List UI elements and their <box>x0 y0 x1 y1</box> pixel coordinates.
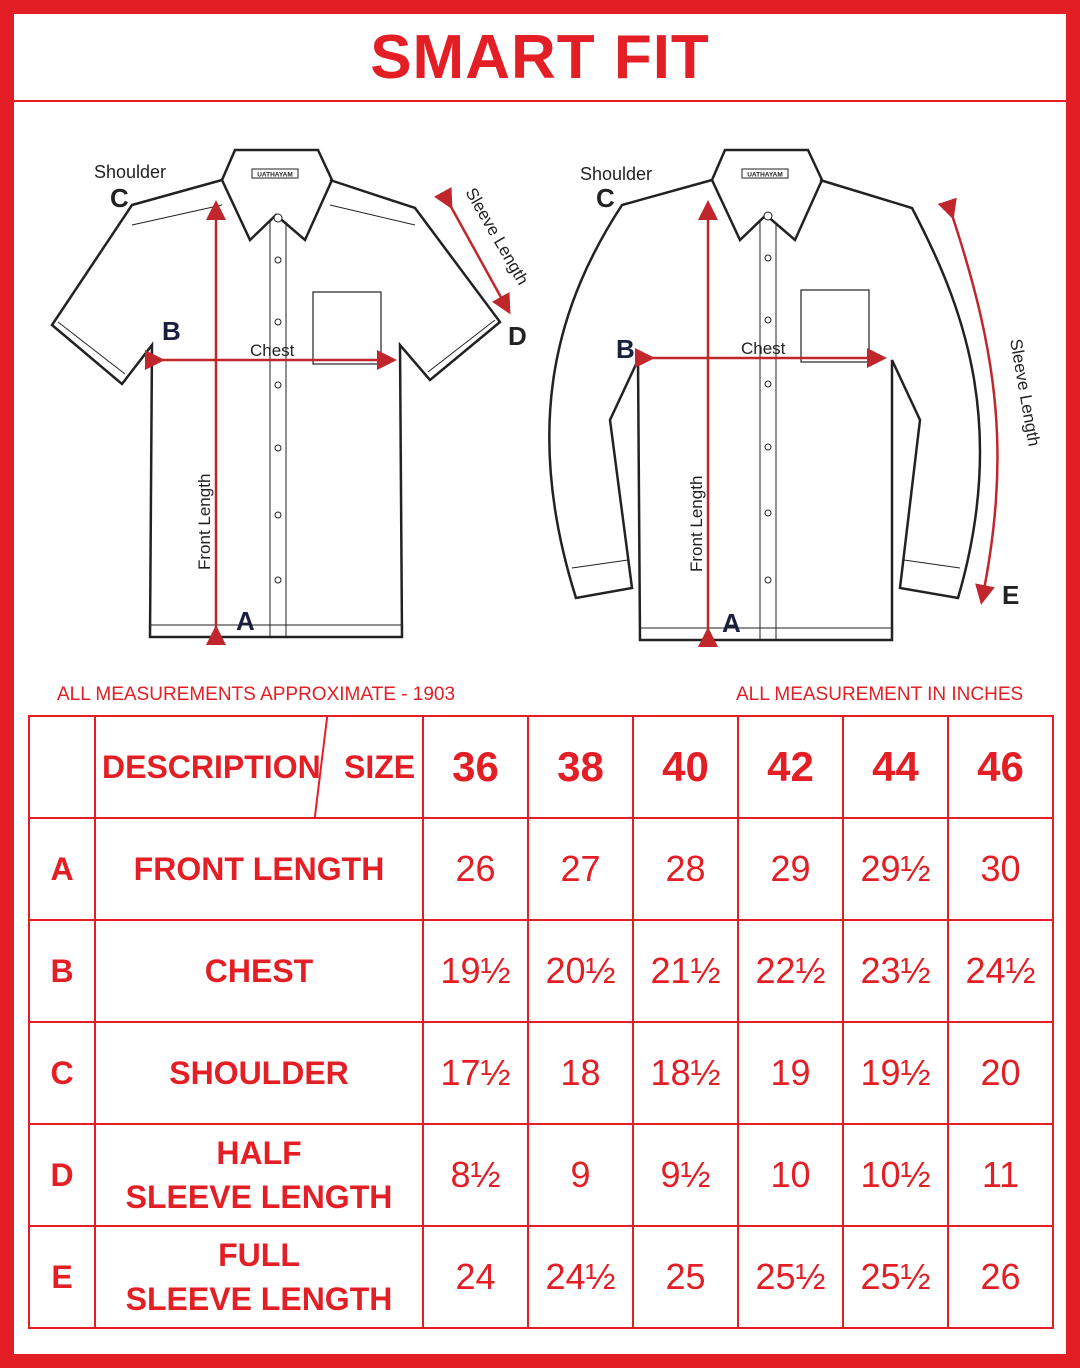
measurement-cell: 21½ <box>632 919 739 1023</box>
row-letter: D <box>28 1123 96 1227</box>
measurement-cell: 8½ <box>422 1123 529 1227</box>
measurement-cell: 27 <box>527 817 634 921</box>
size-table: DESCRIPTION SIZE 36 38 40 42 44 46 A FRON… <box>28 715 1054 1329</box>
measurement-cell: 11 <box>947 1123 1054 1227</box>
row-description: FRONT LENGTH <box>94 817 424 921</box>
size-header-cell: 46 <box>947 715 1054 819</box>
label-front-length: Front Length <box>195 474 214 570</box>
size-header-cell: 36 <box>422 715 529 819</box>
table-header-row: DESCRIPTION SIZE 36 38 40 42 44 46 <box>28 715 1054 819</box>
label-b-2: B <box>616 334 635 364</box>
measurement-cell: 25½ <box>842 1225 949 1329</box>
shirt-diagrams: UATHAYAM UATHAYAM Shoulder C B Chest A D… <box>50 148 1044 647</box>
table-row: B CHEST 19½ 20½ 21½ 22½ 23½ 24½ <box>28 919 1054 1023</box>
measurement-cell: 24½ <box>527 1225 634 1329</box>
description-header: DESCRIPTION <box>102 749 321 785</box>
measurement-cell: 18 <box>527 1021 634 1125</box>
measurement-cell: 9½ <box>632 1123 739 1227</box>
measurement-cell: 19½ <box>422 919 529 1023</box>
row-letter: C <box>28 1021 96 1125</box>
measurement-cell: 30 <box>947 817 1054 921</box>
description-line-2: SLEEVE LENGTH <box>125 1179 393 1215</box>
description-line-2: SLEEVE LENGTH <box>125 1281 393 1317</box>
measurement-cell: 26 <box>422 817 529 921</box>
table-row: E FULL SLEEVE LENGTH 24 24½ 25 25½ 25½ 26 <box>28 1225 1054 1329</box>
label-b: B <box>162 316 181 346</box>
measurement-cell: 29 <box>737 817 844 921</box>
half-sleeve-shirt <box>50 148 502 639</box>
measurement-cell: 9 <box>527 1123 634 1227</box>
row-letter: A <box>28 817 96 921</box>
label-a: A <box>236 606 255 636</box>
description-line-1: HALF <box>216 1135 302 1171</box>
measurement-cell: 24½ <box>947 919 1054 1023</box>
measurement-cell: 10½ <box>842 1123 949 1227</box>
measurement-cell: 18½ <box>632 1021 739 1125</box>
measurement-cell: 28 <box>632 817 739 921</box>
label-e: E <box>1002 580 1019 610</box>
measurement-cell: 26 <box>947 1225 1054 1329</box>
measurement-cell: 23½ <box>842 919 949 1023</box>
table-row: D HALF SLEEVE LENGTH 8½ 9 9½ 10 10½ 11 <box>28 1123 1054 1227</box>
row-letter: E <box>28 1225 96 1329</box>
note-units: ALL MEASUREMENT IN INCHES <box>736 684 1024 705</box>
collar-brand-label: UATHAYAM <box>257 172 293 179</box>
measurement-cell: 19 <box>737 1021 844 1125</box>
label-front-length-2: Front Length <box>687 476 706 572</box>
label-c-2: C <box>596 183 615 213</box>
description-line-1: SHOULDER <box>169 1055 349 1091</box>
row-description: CHEST <box>94 919 424 1023</box>
size-header-cell: 44 <box>842 715 949 819</box>
measurement-arrows <box>145 187 999 647</box>
label-a-2: A <box>722 608 741 638</box>
label-chest: Chest <box>250 341 295 360</box>
measurement-cell: 24 <box>422 1225 529 1329</box>
label-shoulder-2: Shoulder <box>580 164 652 184</box>
row-letter: B <box>28 919 96 1023</box>
description-line-1: FULL <box>218 1237 300 1273</box>
description-line-1: FRONT LENGTH <box>133 851 385 887</box>
row-description: HALF SLEEVE LENGTH <box>94 1123 424 1227</box>
measurement-cell: 19½ <box>842 1021 949 1125</box>
measurement-cell: 20 <box>947 1021 1054 1125</box>
measurement-cell: 20½ <box>527 919 634 1023</box>
page-title: SMART FIT <box>14 14 1066 102</box>
size-header-cell: 42 <box>737 715 844 819</box>
row-description: SHOULDER <box>94 1021 424 1125</box>
size-header-cell: 38 <box>527 715 634 819</box>
measurement-cell: 25 <box>632 1225 739 1329</box>
table-row: A FRONT LENGTH 26 27 28 29 29½ 30 <box>28 817 1054 921</box>
collar-brand-label-2: UATHAYAM <box>747 172 783 179</box>
measurement-cell: 29½ <box>842 817 949 921</box>
note-approximate: ALL MEASUREMENTS APPROXIMATE - 1903 <box>57 684 456 705</box>
label-chest-2: Chest <box>741 339 786 358</box>
measurement-cell: 17½ <box>422 1021 529 1125</box>
label-d: D <box>508 321 527 351</box>
measurement-cell: 10 <box>737 1123 844 1227</box>
row-description: FULL SLEEVE LENGTH <box>94 1225 424 1329</box>
label-shoulder: Shoulder <box>94 162 166 182</box>
size-chart: SMART FIT UATHAYAM UATHAYAM <box>14 14 1066 1354</box>
description-line-1: CHEST <box>204 953 314 989</box>
label-sleeve-length-2: Sleeve Length <box>1006 337 1044 447</box>
label-sleeve-length: Sleeve Length <box>462 185 533 289</box>
full-sleeve-shirt <box>548 148 982 642</box>
measurement-cell: 25½ <box>737 1225 844 1329</box>
size-header: SIZE <box>344 749 416 785</box>
measurement-cell: 22½ <box>737 919 844 1023</box>
table-row: C SHOULDER 17½ 18 18½ 19 19½ 20 <box>28 1021 1054 1125</box>
label-c: C <box>110 183 129 213</box>
size-header-cell: 40 <box>632 715 739 819</box>
